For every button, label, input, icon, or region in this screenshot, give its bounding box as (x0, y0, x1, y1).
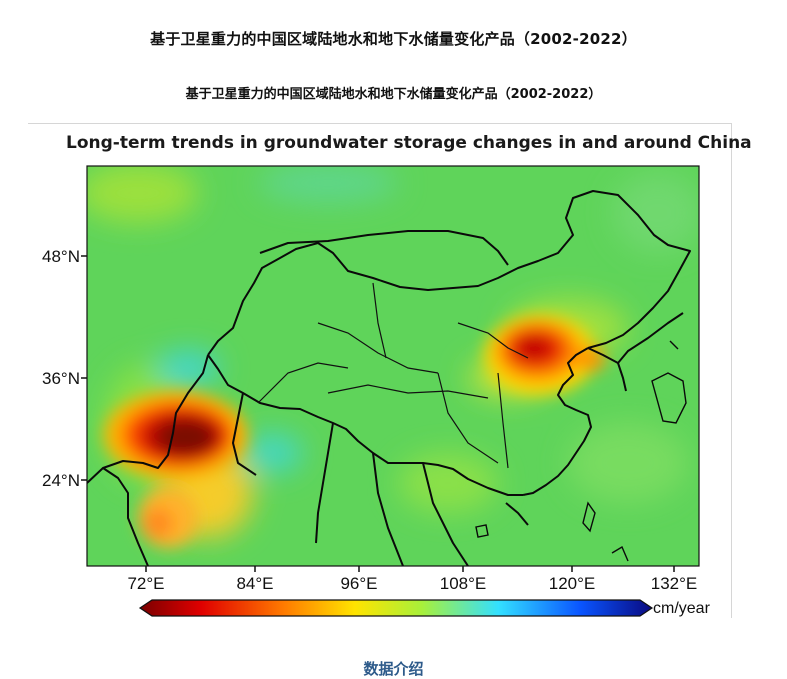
lat-label-36n: 36°N (42, 369, 80, 388)
lon-labels: 72°E 84°E 96°E 108°E 120°E 132°E (127, 574, 697, 593)
map-title: Long-term trends in groundwater storage … (66, 133, 752, 153)
colorbar-gradient (138, 599, 654, 617)
lon-label-96e: 96°E (340, 574, 377, 593)
groundwater-trend-figure: Long-term trends in groundwater storage … (28, 123, 752, 618)
data-intro-link[interactable]: 数据介绍 (363, 660, 424, 678)
lat-label-24n: 24°N (42, 471, 80, 490)
country-borders (87, 190, 691, 566)
figure-frame (28, 123, 732, 618)
lon-label-120e: 120°E (549, 574, 596, 593)
colorbar-unit: cm/year (653, 600, 711, 617)
lat-labels: 48°N 36°N 24°N (42, 247, 80, 490)
colorbar: cm/year (138, 599, 711, 617)
figure-caption: 基于卫星重力的中国区域陆地水和地下水储量变化产品（2002-2022） (185, 87, 602, 102)
lon-label-72e: 72°E (127, 574, 164, 593)
islands (475, 340, 687, 562)
map-frame (86, 165, 700, 567)
axis-ticks (81, 255, 675, 572)
province-borders (257, 282, 529, 469)
lon-label-108e: 108°E (440, 574, 487, 593)
map-svg: 48°N 36°N 24°N 72°E 84°E 96°E 108°E 120°… (42, 165, 711, 617)
lon-label-132e: 132°E (651, 574, 698, 593)
field-hotspots (104, 315, 605, 548)
lat-label-48n: 48°N (42, 247, 80, 266)
lon-label-84e: 84°E (236, 574, 273, 593)
trend-field (87, 166, 699, 566)
page-title: 基于卫星重力的中国区域陆地水和地下水储量变化产品（2002-2022） (150, 30, 637, 48)
